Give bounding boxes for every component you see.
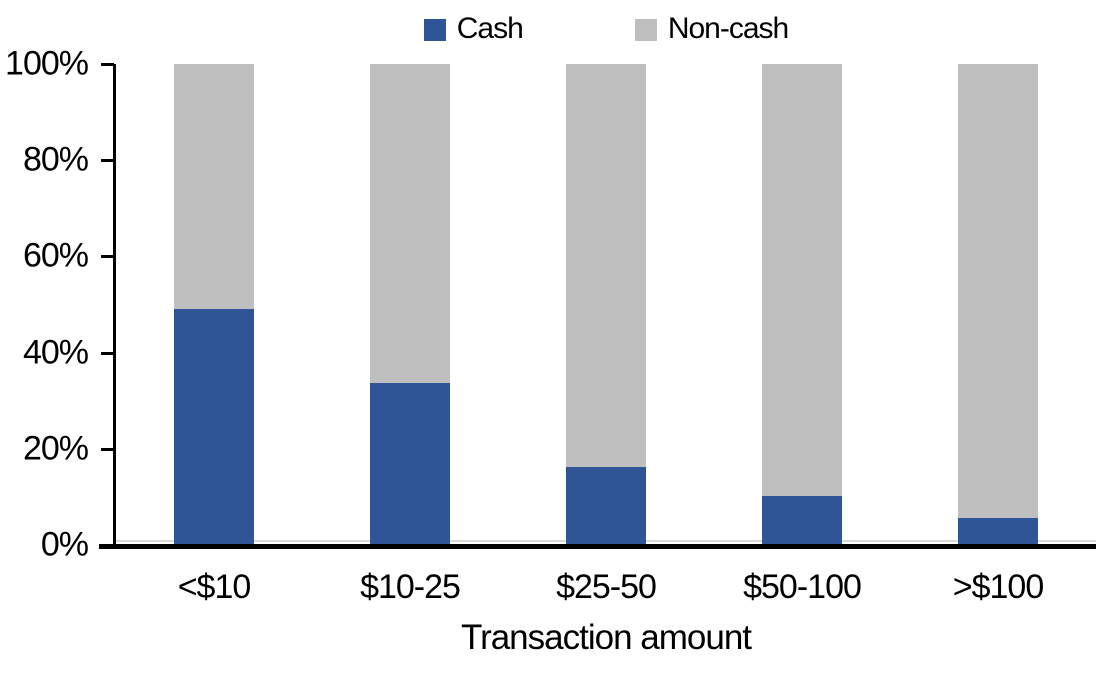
legend-item-non-cash: Non-cash bbox=[634, 12, 789, 46]
bar-segment-non-cash bbox=[174, 64, 254, 309]
x-axis-category-label: <$10 bbox=[177, 568, 252, 606]
y-axis-tick bbox=[101, 544, 114, 547]
y-axis-tick bbox=[101, 351, 114, 355]
y-axis-tick-label: 100% bbox=[5, 44, 89, 83]
legend-label: Non-cash bbox=[667, 12, 789, 45]
chart-legend: Cash Non-cash bbox=[116, 12, 1096, 46]
bar-segment-cash bbox=[370, 383, 450, 544]
x-axis-line bbox=[99, 544, 1096, 549]
bar-slot: $25-50 bbox=[508, 64, 704, 606]
legend-label: Cash bbox=[456, 12, 524, 45]
bar-slot: <$10 bbox=[116, 64, 312, 606]
x-axis-category-label: >$100 bbox=[952, 568, 1045, 606]
bar-slot: $50-100 bbox=[704, 64, 900, 606]
bar-segment-non-cash bbox=[370, 64, 450, 384]
stacked-bar bbox=[566, 64, 646, 544]
bar-slot: >$100 bbox=[900, 64, 1096, 606]
bar-slot: $10-25 bbox=[312, 64, 508, 606]
y-axis-tick bbox=[101, 63, 114, 66]
x-axis-title: Transaction amount bbox=[460, 618, 752, 657]
y-axis-tick bbox=[101, 255, 114, 259]
y-axis-tick bbox=[101, 159, 114, 163]
stacked-bar bbox=[174, 64, 254, 544]
y-axis-tick bbox=[101, 447, 114, 451]
x-axis-category-label: $25-50 bbox=[556, 568, 657, 606]
y-axis-tick-label: 40% bbox=[22, 333, 89, 372]
stacked-bar bbox=[762, 64, 842, 544]
legend-swatch-icon bbox=[423, 19, 446, 41]
bar-segment-cash bbox=[958, 517, 1038, 544]
y-axis-tick-label: 20% bbox=[22, 429, 89, 468]
y-axis-tick-label: 80% bbox=[22, 140, 89, 179]
y-axis-tick-label: 0% bbox=[40, 525, 89, 564]
bar-segment-cash bbox=[762, 496, 842, 544]
bar-segment-cash bbox=[566, 467, 646, 544]
y-axis-line bbox=[113, 64, 116, 545]
x-axis-category-label: $10-25 bbox=[360, 568, 461, 606]
stacked-bar bbox=[958, 64, 1038, 544]
y-axis-tick-label: 60% bbox=[22, 236, 89, 275]
bar-segment-non-cash bbox=[958, 64, 1038, 518]
legend-item-cash: Cash bbox=[423, 12, 524, 46]
stacked-bar bbox=[370, 64, 450, 544]
bar-segment-non-cash bbox=[566, 64, 646, 468]
bar-segment-non-cash bbox=[762, 64, 842, 496]
bar-segment-cash bbox=[174, 308, 254, 544]
x-axis-category-label: $50-100 bbox=[743, 568, 862, 606]
legend-swatch-icon bbox=[634, 19, 657, 41]
plot-area: <$10 $10-25 $25-50 $50-100 >$100 bbox=[116, 64, 1096, 606]
